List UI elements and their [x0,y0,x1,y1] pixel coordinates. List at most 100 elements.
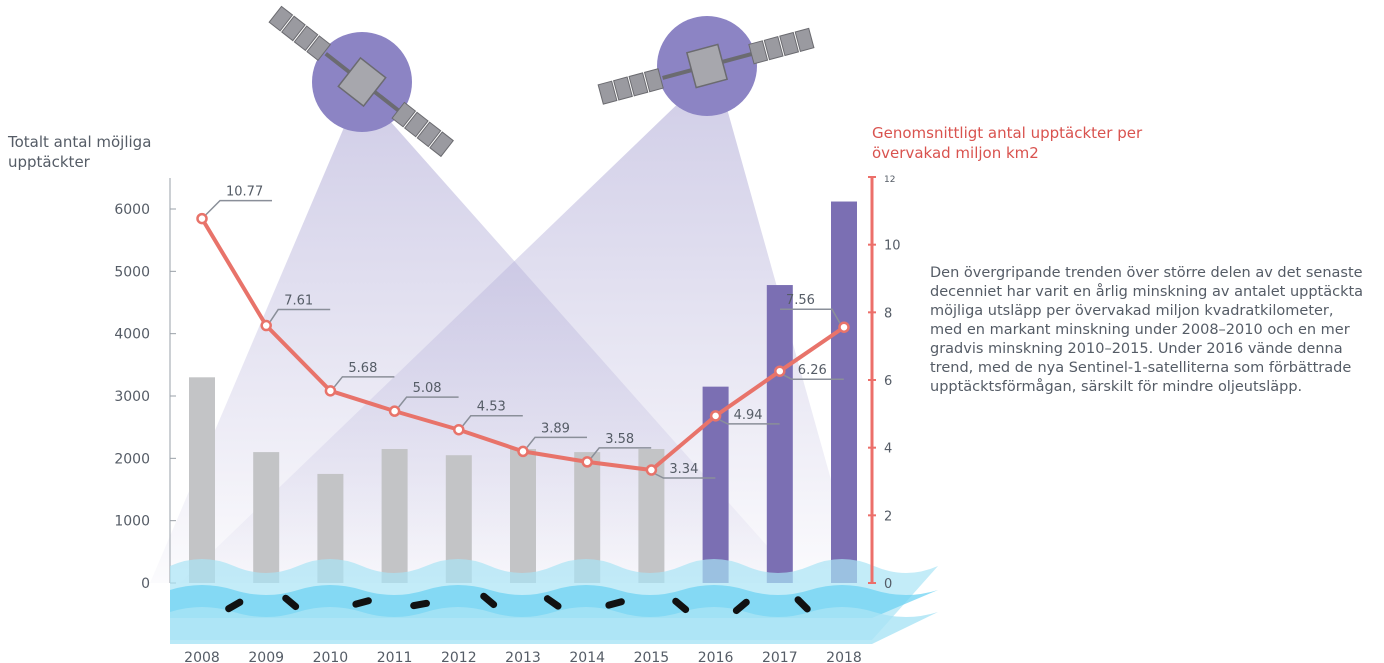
solar-panel-cell [391,101,417,128]
x-tick-label: 2012 [441,650,477,663]
bar [253,452,280,583]
right-tick-label: 10 [884,239,901,254]
x-tick-label: 2013 [505,650,541,663]
oil-slick-icon [543,595,562,610]
left-tick-label: 4000 [114,327,150,343]
solar-panel-cell [628,72,649,97]
label-connector [398,396,459,408]
value-label: 5.08 [413,381,442,396]
right-tick-label: 0 [884,577,892,592]
x-tick-label: 2009 [248,650,284,663]
satellites [268,5,815,158]
left-tick-label: 3000 [114,389,150,405]
left-tick-label: 1000 [114,514,150,530]
label-connector [590,447,652,459]
line-point [388,405,401,417]
solar-panel-cell [281,15,306,42]
oil-slick-icon [794,596,811,613]
left-tick-label: 5000 [114,264,150,280]
left-tick-label: 0 [141,576,150,592]
line-point [196,212,208,225]
line-point [517,445,529,458]
label-connector [205,199,272,216]
line-point [774,365,786,377]
average-line [196,212,850,476]
solar-panel-cell [779,31,800,57]
right-tick-label: 6 [884,374,892,389]
label-connector [655,473,716,479]
satellite-left-icon [268,5,454,158]
oil-slick-icon [282,594,300,611]
water-front [170,607,938,644]
solar-panel-cell [429,131,454,158]
label-connector [783,374,844,380]
label-connector [780,308,841,324]
value-label: 7.61 [284,294,313,309]
solar-panel-cell [794,27,815,52]
satellite-body [685,43,729,89]
value-label: 4.53 [477,400,506,415]
line-point [453,423,465,436]
value-label: 7.56 [786,293,815,308]
right-tick-label: 12 [884,175,895,185]
x-tick-label: 2010 [313,650,349,663]
label-connector [333,376,395,388]
solar-panel-cell [268,5,294,32]
bar [510,448,536,583]
solar-panel-cell [306,35,332,62]
x-tick-label: 2014 [569,650,605,663]
solar-panel-cell [613,76,633,101]
bar [831,201,857,583]
right-axis-title: Genomsnittligt antal upptäckter per över… [872,124,1143,162]
value-label: 6.26 [798,363,827,378]
bar [766,285,793,583]
x-tick-label: 2018 [826,650,862,663]
solar-panel-cell [643,68,664,93]
bar [189,377,215,583]
solar-panel-cell [597,80,618,105]
water-illustration [170,559,938,644]
label-connector [462,414,523,427]
satellite-body [337,56,387,108]
bars [189,201,857,583]
oil-slick-icon [225,598,244,613]
line-point [645,464,658,476]
oil-slick-icon [352,597,372,608]
value-label: 3.34 [669,462,698,477]
value-label: 3.89 [541,421,570,436]
label-connector [719,419,780,425]
line-point [709,410,722,422]
line-point [260,319,272,332]
oil-slick-icon [732,598,750,615]
value-label: 10.77 [226,185,263,200]
label-connector [269,308,331,322]
satellite-right-icon [597,16,815,116]
left-tick-label: 2000 [114,451,150,467]
value-label: 5.68 [348,361,377,376]
value-label: 3.58 [605,432,634,447]
line-point [581,456,593,468]
solar-panel-cell [748,40,769,65]
oil-slick-icon [480,592,498,609]
description-text: Den övergripande trenden över större del… [930,265,1364,395]
x-axis-labels: 2008 2009 2010 2011 2012 2013 2014 2015 2016 2017… [184,650,862,663]
solar-panel-cell [416,121,442,148]
left-axis-ticks: 0 1000 2000 3000 4000 5000 6000 [114,178,176,592]
oil-slick-icon [605,598,625,609]
oil-slick-icon [672,597,690,614]
label-connector [526,436,587,448]
bar [381,448,408,583]
x-tick-label: 2016 [698,650,734,663]
right-axis: 0 2 4 6 8 10 12 [868,175,901,592]
x-tick-label: 2011 [377,650,413,663]
right-tick-label: 4 [884,442,892,457]
solar-panel-cell [763,36,784,61]
line-point [838,321,850,333]
x-tick-label: 2015 [634,650,670,663]
solar-panel-cell [293,25,319,52]
beam-right [180,92,860,583]
satellite-beams [150,92,860,583]
right-tick-label: 2 [884,509,892,524]
value-labels: 10.77 7.61 5.68 5.08 4.53 3.89 3.58 3.34 4.94 6.2… [205,185,844,479]
solar-panel-cell [403,111,429,138]
